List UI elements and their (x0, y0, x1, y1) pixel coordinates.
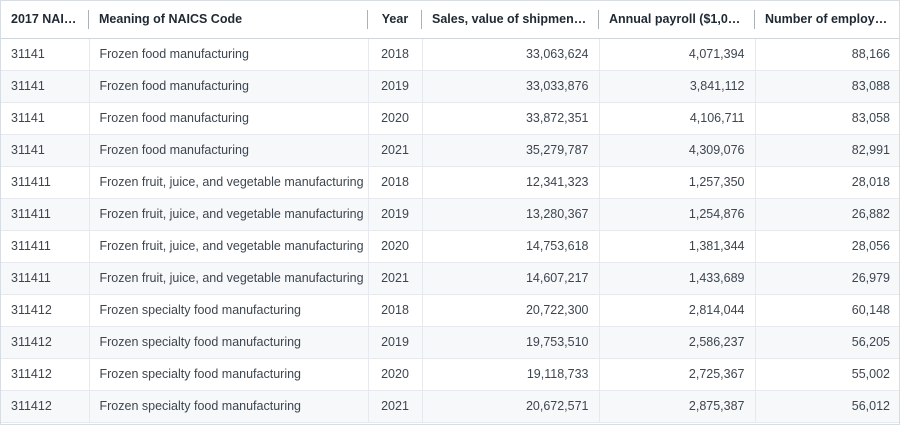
sales-cell: 33,033,876 (422, 70, 600, 103)
column-header-naics[interactable]: 2017 NAICS (1, 1, 89, 39)
payroll-cell: 2,586,237 (599, 326, 756, 359)
employees-cell: 26,882 (755, 198, 899, 231)
naics-cell: 311412 (1, 294, 90, 327)
meaning-cell: Frozen fruit, juice, and vegetable manuf… (89, 230, 369, 263)
year-cell: 2020 (368, 230, 423, 263)
naics-cell: 311412 (1, 326, 90, 359)
payroll-cell: 4,071,394 (599, 38, 756, 71)
sales-cell: 19,753,510 (422, 326, 600, 359)
naics-cell: 31141 (1, 70, 90, 103)
year-cell: 2018 (368, 166, 423, 199)
naics-cell: 31141 (1, 38, 90, 71)
meaning-cell: Frozen food manufacturing (89, 102, 369, 135)
sales-cell: 14,607,217 (422, 262, 600, 295)
employees-cell: 82,991 (755, 134, 899, 167)
table-row[interactable]: 311412 Frozen specialty food manufacturin… (1, 358, 899, 391)
table-row[interactable]: 31141 Frozen food manufacturing 2018 33,063… (1, 38, 899, 71)
employees-cell: 26,979 (755, 262, 899, 295)
payroll-cell: 2,814,044 (599, 294, 756, 327)
sales-cell: 12,341,323 (422, 166, 600, 199)
column-header-payroll[interactable]: Annual payroll ($1,000) (599, 1, 755, 39)
year-cell: 2018 (368, 38, 423, 71)
table-row[interactable]: 311411 Frozen fruit, juice, and vegetable… (1, 166, 899, 199)
meaning-cell: Frozen fruit, juice, and vegetable manuf… (89, 166, 369, 199)
year-cell: 2019 (368, 70, 423, 103)
employees-cell: 56,205 (755, 326, 899, 359)
table-header: 2017 NAICS Meaning of NAICS Code Year Sa… (1, 1, 899, 39)
employees-cell: 88,166 (755, 38, 899, 71)
payroll-cell: 1,254,876 (599, 198, 756, 231)
meaning-cell: Frozen specialty food manufacturing (89, 390, 369, 423)
column-header-sales[interactable]: Sales, value of shipments… (422, 1, 599, 39)
table-row[interactable]: 311412 Frozen specialty food manufacturin… (1, 294, 899, 327)
meaning-cell: Frozen specialty food manufacturing (89, 294, 369, 327)
employees-cell: 83,058 (755, 102, 899, 135)
payroll-cell: 1,257,350 (599, 166, 756, 199)
payroll-cell: 4,309,076 (599, 134, 756, 167)
employees-cell: 28,018 (755, 166, 899, 199)
payroll-cell: 4,106,711 (599, 102, 756, 135)
naics-cell: 31141 (1, 102, 90, 135)
payroll-cell: 1,381,344 (599, 230, 756, 263)
year-cell: 2019 (368, 326, 423, 359)
table-row[interactable]: 311412 Frozen specialty food manufacturin… (1, 390, 899, 423)
naics-cell: 311411 (1, 198, 90, 231)
year-cell: 2021 (368, 390, 423, 423)
meaning-cell: Frozen fruit, juice, and vegetable manuf… (89, 198, 369, 231)
sales-cell: 35,279,787 (422, 134, 600, 167)
year-cell: 2020 (368, 358, 423, 391)
header-row: 2017 NAICS Meaning of NAICS Code Year Sa… (1, 1, 899, 39)
table-body: 31141 Frozen food manufacturing 2018 33,063… (1, 38, 899, 423)
year-cell: 2019 (368, 198, 423, 231)
payroll-cell: 2,875,387 (599, 390, 756, 423)
naics-cell: 311412 (1, 358, 90, 391)
employees-cell: 60,148 (755, 294, 899, 327)
meaning-cell: Frozen food manufacturing (89, 134, 369, 167)
meaning-cell: Frozen food manufacturing (89, 70, 369, 103)
table-row[interactable]: 311411 Frozen fruit, juice, and vegetable… (1, 262, 899, 295)
naics-cell: 31141 (1, 134, 90, 167)
sales-cell: 33,063,624 (422, 38, 600, 71)
employees-cell: 56,012 (755, 390, 899, 423)
year-cell: 2021 (368, 262, 423, 295)
year-cell: 2021 (368, 134, 423, 167)
table-row[interactable]: 311411 Frozen fruit, juice, and vegetable… (1, 230, 899, 263)
year-cell: 2018 (368, 294, 423, 327)
payroll-cell: 3,841,112 (599, 70, 756, 103)
payroll-cell: 1,433,689 (599, 262, 756, 295)
table-row[interactable]: 31141 Frozen food manufacturing 2020 33,872… (1, 102, 899, 135)
table-row[interactable]: 311411 Frozen fruit, juice, and vegetable… (1, 198, 899, 231)
table-row[interactable]: 311412 Frozen specialty food manufacturin… (1, 326, 899, 359)
meaning-cell: Frozen specialty food manufacturing (89, 358, 369, 391)
year-cell: 2020 (368, 102, 423, 135)
column-header-year[interactable]: Year (368, 1, 422, 39)
employees-cell: 55,002 (755, 358, 899, 391)
sales-cell: 20,672,571 (422, 390, 600, 423)
sales-cell: 19,118,733 (422, 358, 600, 391)
employees-cell: 28,056 (755, 230, 899, 263)
meaning-cell: Frozen specialty food manufacturing (89, 326, 369, 359)
naics-cell: 311412 (1, 390, 90, 423)
sales-cell: 20,722,300 (422, 294, 600, 327)
sales-cell: 13,280,367 (422, 198, 600, 231)
column-header-meaning[interactable]: Meaning of NAICS Code (89, 1, 368, 39)
sales-cell: 14,753,618 (422, 230, 600, 263)
naics-cell: 311411 (1, 262, 90, 295)
naics-cell: 311411 (1, 166, 90, 199)
column-header-employees[interactable]: Number of employees (755, 1, 899, 39)
table-row[interactable]: 31141 Frozen food manufacturing 2021 35,279… (1, 134, 899, 167)
employees-cell: 83,088 (755, 70, 899, 103)
naics-cell: 311411 (1, 230, 90, 263)
payroll-cell: 2,725,367 (599, 358, 756, 391)
table-row[interactable]: 31141 Frozen food manufacturing 2019 33,033… (1, 70, 899, 103)
sales-cell: 33,872,351 (422, 102, 600, 135)
meaning-cell: Frozen food manufacturing (89, 38, 369, 71)
meaning-cell: Frozen fruit, juice, and vegetable manuf… (89, 262, 369, 295)
